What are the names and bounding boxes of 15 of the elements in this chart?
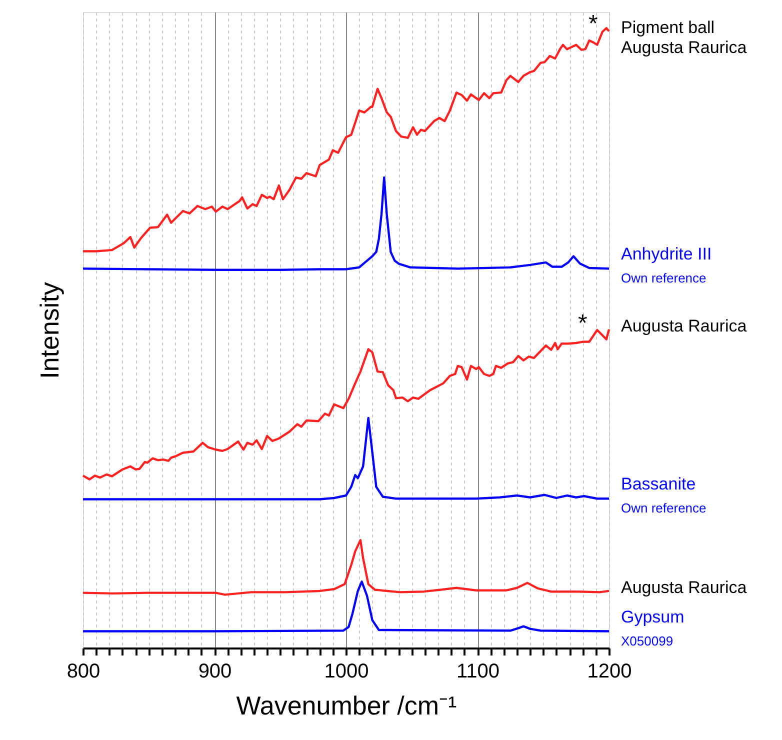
x-tick-label: 1100 — [456, 660, 500, 682]
series-label: Augusta Raurica — [621, 578, 748, 597]
x-tick-label: 1000 — [324, 660, 369, 682]
series-label: Pigment ball Augusta Raurica — [621, 18, 748, 58]
x-tick-label: 800 — [66, 660, 100, 682]
series-label: Bassanite Own reference — [621, 474, 706, 516]
series-label: Augusta Raurica — [621, 316, 748, 336]
series-label: Anhydrite III Own reference — [621, 244, 712, 286]
annotation: * — [588, 10, 598, 38]
x-tick-label: 900 — [198, 660, 232, 682]
x-axis-title: Wavenumber /cm⁻¹ — [236, 690, 458, 720]
x-tick-label: 1200 — [587, 660, 632, 682]
annotation: * — [578, 310, 588, 337]
y-axis-title: Intensity — [34, 282, 64, 379]
series-label: Gypsum X050099 — [621, 607, 684, 648]
